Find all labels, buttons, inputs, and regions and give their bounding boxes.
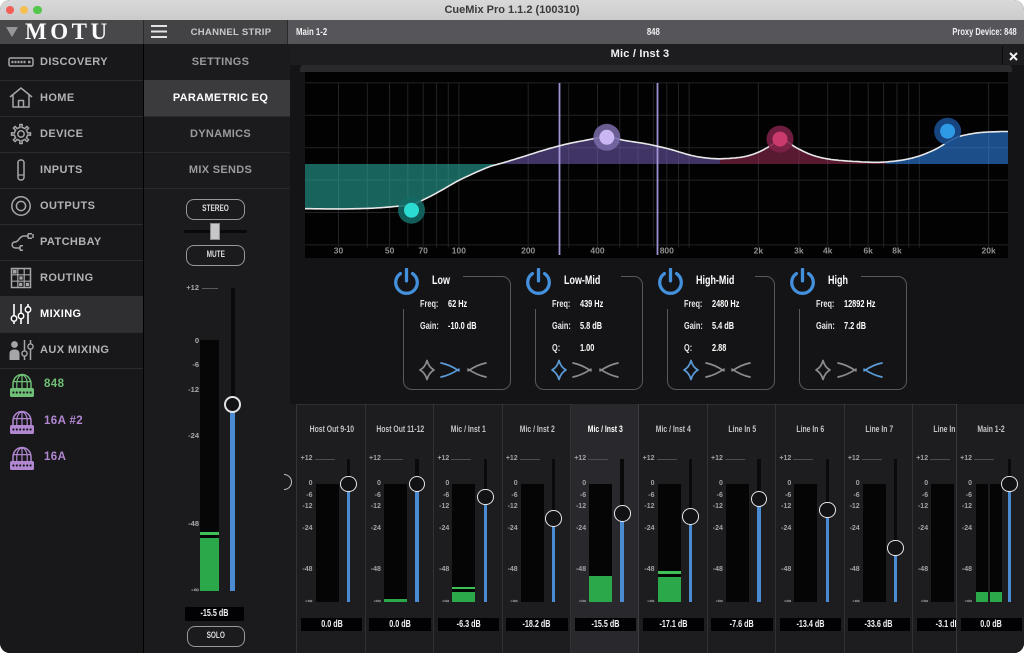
svg-text:30: 30 [334,245,344,255]
svg-text:200: 200 [521,245,535,255]
svg-text:100: 100 [452,245,466,255]
svg-text:20k: 20k [982,245,996,255]
svg-text:8k: 8k [892,245,902,255]
svg-text:2k: 2k [754,245,764,255]
svg-text:400: 400 [590,245,604,255]
svg-text:50: 50 [385,245,395,255]
svg-text:3k: 3k [794,245,804,255]
svg-text:70: 70 [418,245,428,255]
svg-text:6k: 6k [863,245,873,255]
svg-text:800: 800 [660,245,674,255]
svg-text:4k: 4k [823,245,833,255]
